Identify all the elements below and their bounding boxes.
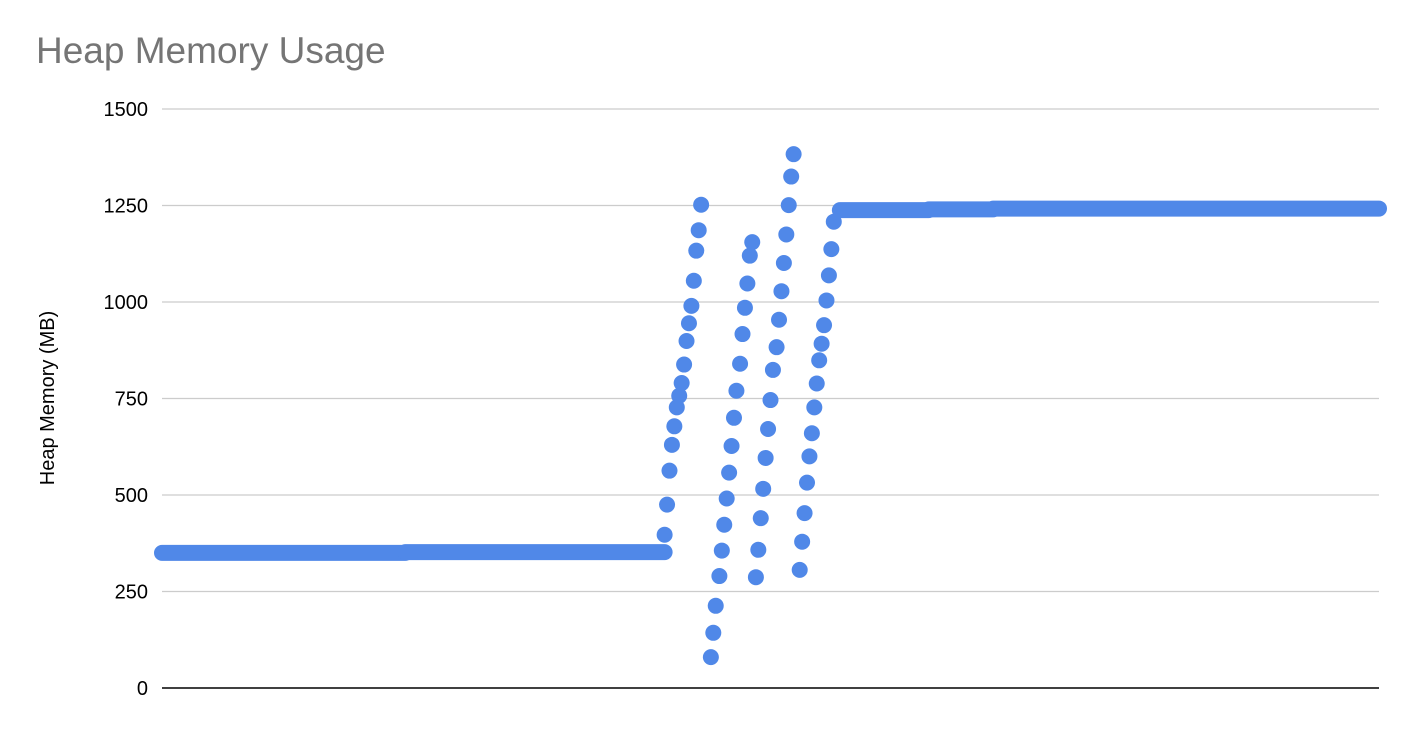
data-point xyxy=(780,197,797,214)
data-point xyxy=(739,275,756,292)
data-point xyxy=(734,326,751,343)
data-point xyxy=(661,462,678,479)
data-point xyxy=(762,392,779,409)
data-point xyxy=(775,255,792,272)
data-point xyxy=(794,533,811,550)
y-tick-label: 0 xyxy=(137,678,148,700)
data-point xyxy=(806,399,823,416)
data-point xyxy=(801,448,818,465)
data-point xyxy=(656,526,673,543)
chart-title: Heap Memory Usage xyxy=(36,30,386,71)
data-point xyxy=(771,311,788,328)
data-point xyxy=(791,561,808,578)
data-point xyxy=(721,464,738,481)
data-point xyxy=(716,516,733,533)
data-point xyxy=(741,247,758,264)
data-point xyxy=(673,375,690,392)
data-point xyxy=(705,624,722,641)
y-tick-label: 750 xyxy=(115,389,148,411)
data-point xyxy=(713,542,730,559)
data-point xyxy=(671,387,688,404)
data-point xyxy=(808,375,825,392)
series-baseline-segments xyxy=(154,200,1387,561)
data-point xyxy=(760,420,777,437)
data-point xyxy=(676,356,693,373)
data-point xyxy=(757,449,774,466)
y-tick-label: 1500 xyxy=(104,99,149,121)
data-point xyxy=(768,339,785,356)
data-point xyxy=(678,332,695,349)
data-point xyxy=(702,649,719,666)
data-point xyxy=(711,568,728,585)
data-point xyxy=(732,355,749,372)
y-tick-label: 500 xyxy=(115,485,148,507)
data-point xyxy=(816,317,833,334)
data-point xyxy=(736,299,753,316)
data-point xyxy=(764,361,781,378)
y-axis-ticks: 0 250 500 750 1000 1250 1500 xyxy=(104,99,149,700)
data-point xyxy=(803,425,820,442)
data-point xyxy=(823,241,840,258)
data-point xyxy=(690,222,707,239)
data-point xyxy=(778,226,795,243)
data-point xyxy=(680,315,697,332)
data-point xyxy=(728,382,745,399)
data-point xyxy=(752,510,769,527)
data-point xyxy=(818,292,835,309)
data-point xyxy=(825,213,842,230)
data-point xyxy=(785,146,802,163)
data-point xyxy=(755,480,772,497)
data-point xyxy=(659,496,676,513)
data-point xyxy=(747,569,764,586)
data-point xyxy=(683,297,700,314)
data-point xyxy=(723,437,740,454)
series-points xyxy=(656,146,842,666)
data-point xyxy=(813,335,830,352)
y-tick-label: 1250 xyxy=(104,196,149,218)
data-point xyxy=(811,352,828,369)
data-point xyxy=(744,234,761,251)
data-point xyxy=(663,436,680,453)
data-point xyxy=(796,505,813,522)
y-tick-label: 250 xyxy=(115,582,148,604)
y-tick-label: 1000 xyxy=(104,292,149,314)
data-point xyxy=(783,168,800,185)
data-point xyxy=(666,418,683,435)
data-point xyxy=(750,541,767,558)
data-point xyxy=(725,409,742,426)
data-point xyxy=(718,490,735,507)
data-point xyxy=(707,597,724,614)
data-point xyxy=(799,474,816,491)
data-point xyxy=(693,196,710,213)
data-point xyxy=(773,283,790,300)
y-axis-label: Heap Memory (MB) xyxy=(37,311,59,485)
data-point xyxy=(688,242,705,259)
data-point xyxy=(685,272,702,289)
data-point xyxy=(820,267,837,284)
